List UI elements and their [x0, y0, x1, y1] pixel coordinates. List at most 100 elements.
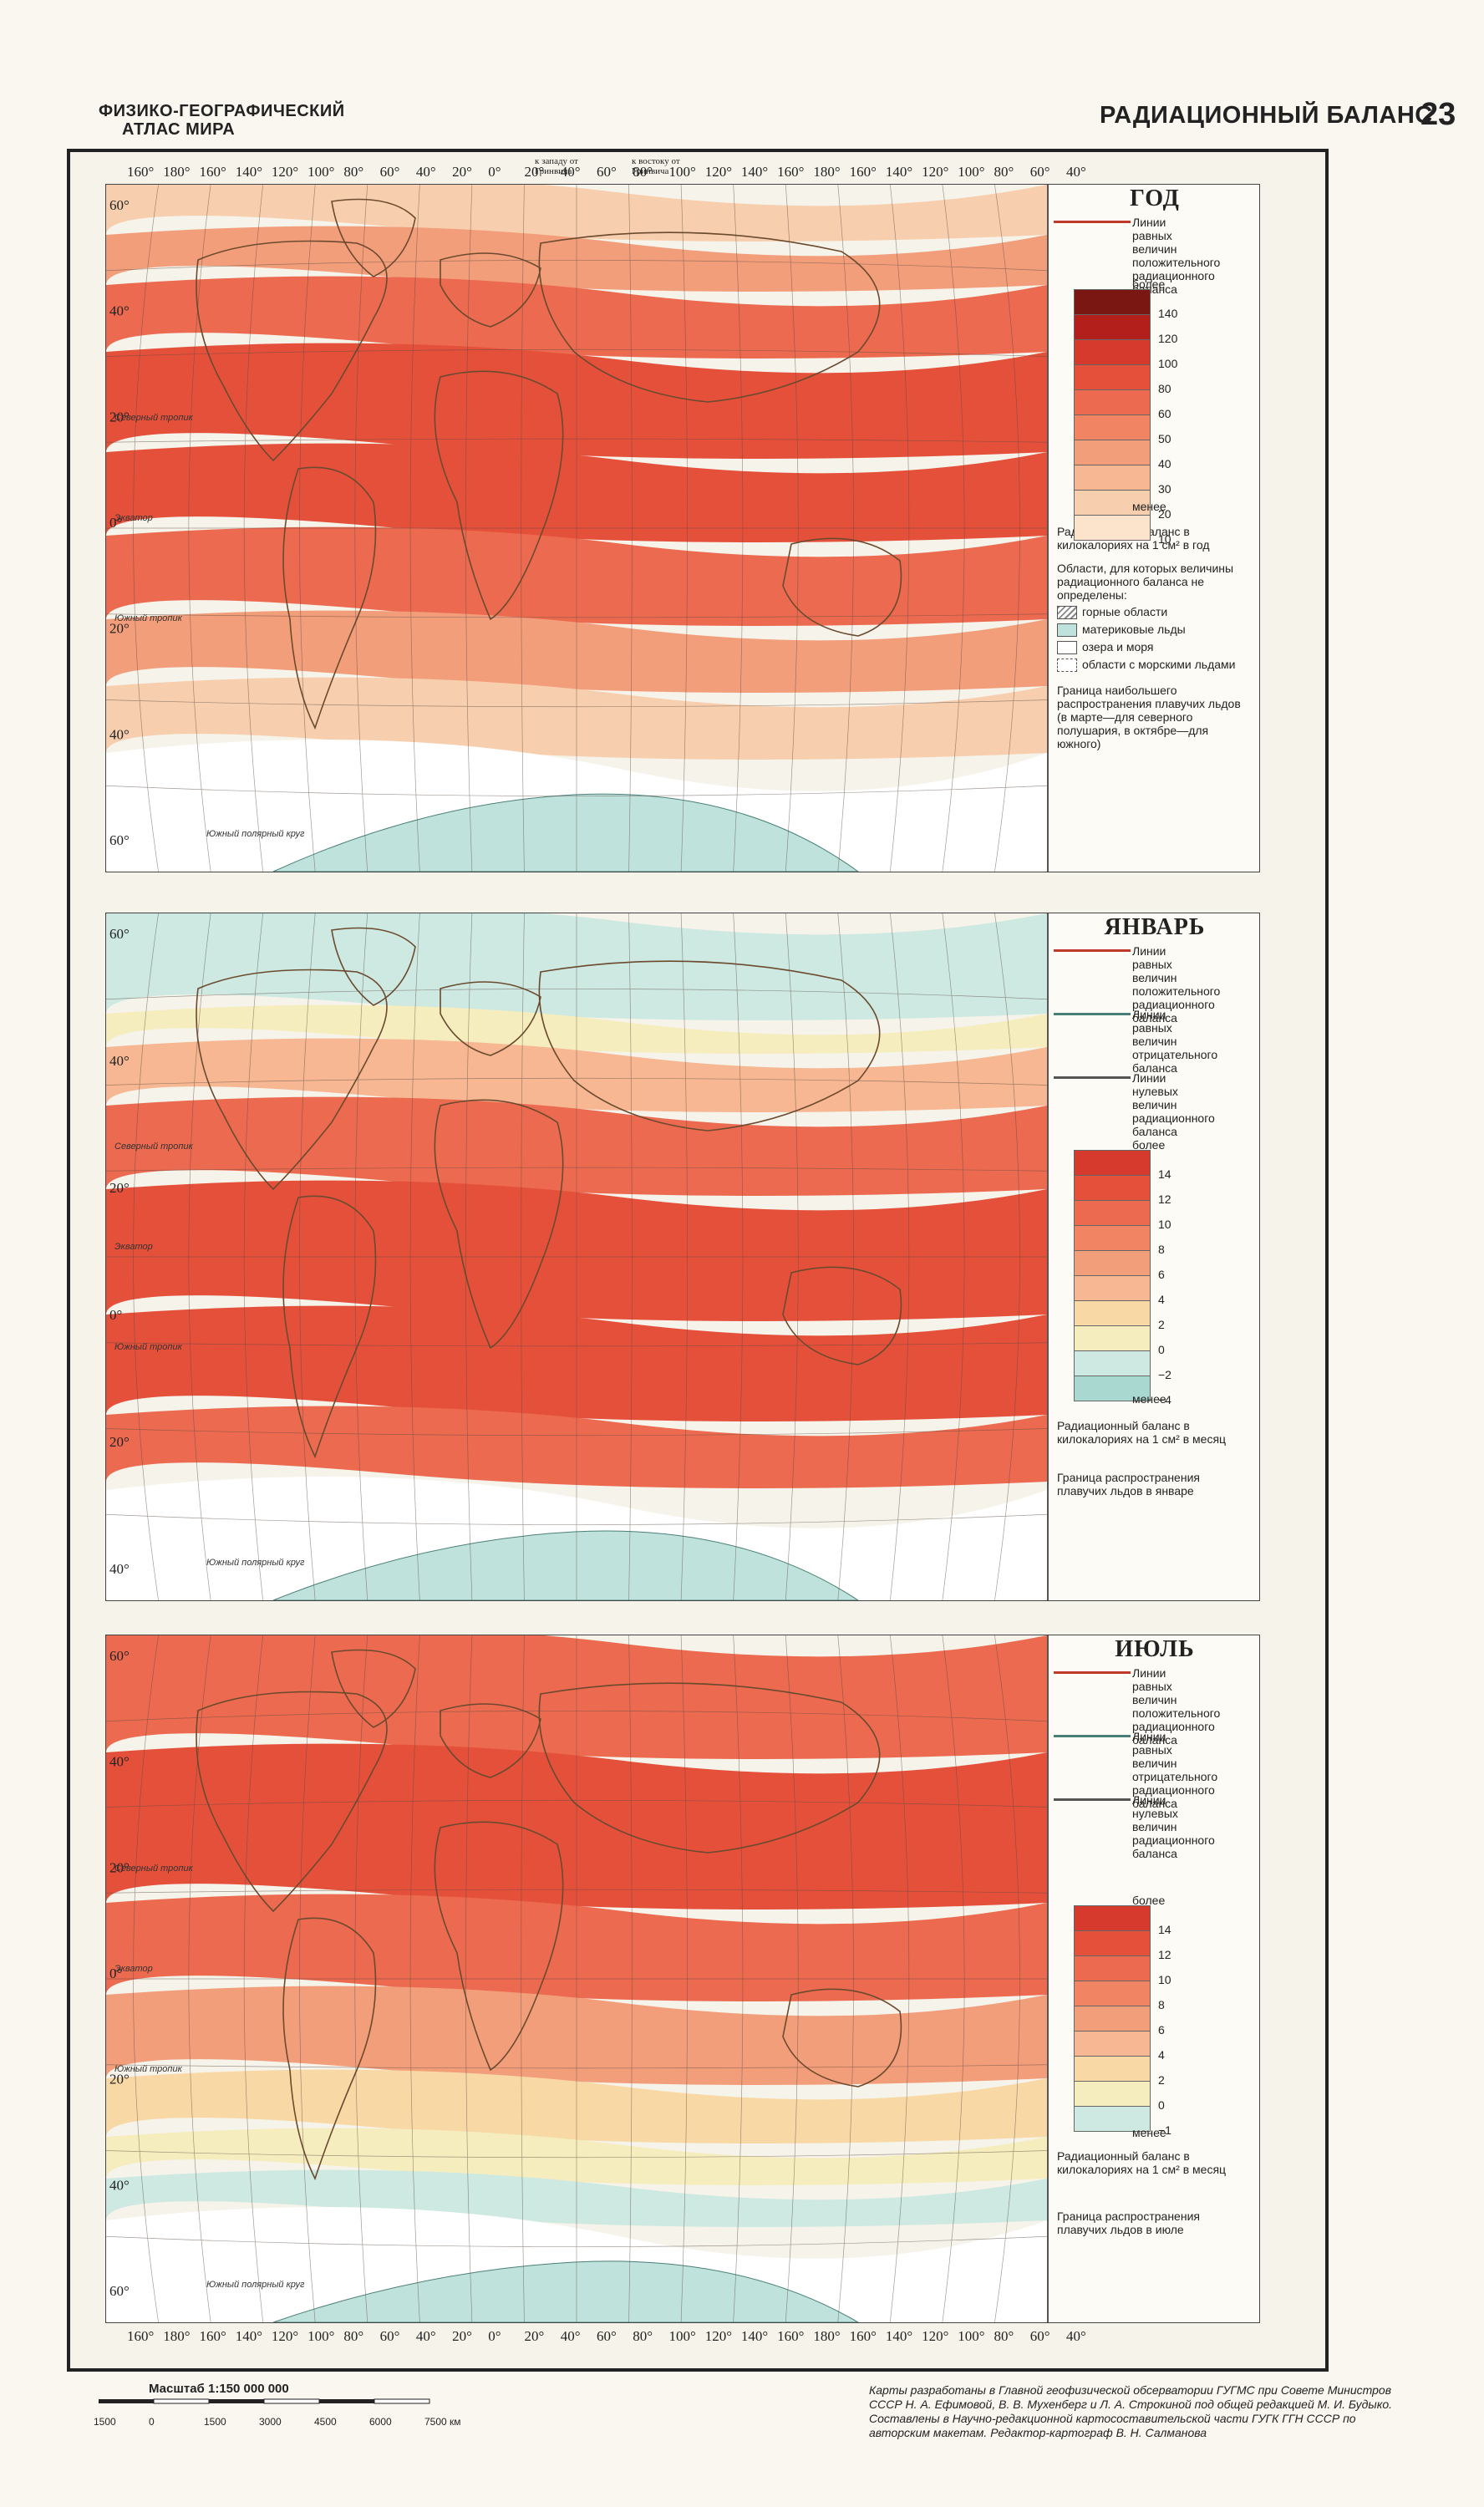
scale-value-label: 10 [1158, 1218, 1171, 1231]
south-america [282, 1195, 377, 1459]
scale-bottom-label: менее [1132, 500, 1166, 513]
scale-swatch: 140 [1074, 289, 1177, 320]
longitude-label: 180° [163, 2328, 191, 2344]
scale-swatch: 4 [1074, 2032, 1165, 2062]
longitude-label: 120° [704, 164, 732, 180]
parallel [106, 699, 1048, 708]
map-line-label: Южный тропик [114, 2064, 183, 2074]
scale-swatch: 6 [1074, 2006, 1165, 2037]
longitude-label: 160° [777, 2328, 805, 2344]
scale-bottom-label: менее [1132, 2126, 1166, 2139]
parallel [106, 2150, 1048, 2159]
latitude-label: 40° [109, 2177, 130, 2193]
scale-value-label: −1 [1158, 2123, 1171, 2137]
scale-value-label: 20 [1158, 507, 1171, 521]
scale-value-label: 2 [1158, 1318, 1165, 1331]
map-line-label: Северный тропик [114, 1142, 194, 1152]
legend-land-ice: материковые льды [1057, 623, 1253, 637]
longitude-label: 160° [849, 164, 877, 180]
antarctica [272, 793, 859, 872]
color-scale-july: более 14 12 10 8 6 4 2 0 −1 менее [1049, 1894, 1259, 2146]
longitude-label: 140° [885, 164, 913, 180]
longitude-label: 120° [271, 164, 299, 180]
longitude-label: 120° [922, 164, 949, 180]
scale-swatch: 14 [1074, 1905, 1171, 1936]
scale-tick-label: 7500 км [424, 2416, 461, 2428]
greenland [331, 927, 416, 1006]
scale-tick-label: 3000 [259, 2416, 282, 2428]
scale-swatch: 6 [1074, 1251, 1165, 1281]
greenland [331, 198, 416, 277]
map-line-label: Северный тропик [114, 413, 194, 423]
longitude-label: 20° [524, 2328, 545, 2344]
latitude-label: 60° [109, 197, 130, 213]
scale-swatch: 2 [1074, 1301, 1165, 1331]
map-line-label: Экватор [114, 1242, 153, 1252]
longitude-label: 100° [668, 2328, 696, 2344]
parallel [106, 1513, 1048, 1525]
scale-value-label: 4 [1158, 2048, 1165, 2062]
unit-note: Радиационный баланс в килокалориях на 1 … [1057, 1419, 1227, 1446]
longitude-label: 0° [488, 2328, 501, 2344]
scale-tick-label: 1500 [94, 2416, 116, 2428]
parallel [106, 2064, 1048, 2069]
scale-swatch: 80 [1074, 365, 1171, 395]
scale-value-label: 140 [1158, 307, 1178, 320]
scale-top-label: более [1132, 277, 1166, 291]
scale-top-label: более [1132, 1138, 1166, 1152]
latitude-label: 20° [109, 1859, 130, 1875]
scale-top-label: более [1132, 1894, 1166, 1907]
longitude-label: 80° [633, 2328, 653, 2344]
map-line-label: Южный тропик [114, 1342, 183, 1352]
scale-value-label: 8 [1158, 1243, 1165, 1256]
page-number: 23 [1420, 97, 1456, 132]
africa [434, 1099, 564, 1350]
longitude-label: 40° [1066, 2328, 1086, 2344]
longitude-label: 120° [922, 2328, 949, 2344]
scale-bar [99, 2398, 430, 2404]
map-january: 60° 40° 20° 0° 20° 40° Северный тропик Экватор Ю… [105, 913, 1260, 1601]
legend-sea-ice: области с морскими льдами [1057, 658, 1253, 672]
longitude-label: 100° [958, 2328, 985, 2344]
graticule [106, 1635, 1076, 2322]
parallel [106, 989, 1048, 1000]
scale-tick-label: 6000 [369, 2416, 392, 2428]
legend-line-negative-label: Линии равных величин отрицательного ради… [1132, 1730, 1218, 1810]
scale-swatch: 12 [1074, 1931, 1171, 1961]
latitude-label: 20° [109, 1180, 130, 1196]
map-scale: Масштаб 1:150 000 000 1500 0 1500 3000 4500 6… [94, 2382, 491, 2431]
map-line-label: Южный тропик [114, 613, 183, 623]
longitude-label: 20° [452, 2328, 472, 2344]
ice-boundary-note: Граница распространения плавучих льдов в… [1057, 1471, 1200, 1498]
latitude-label: 20° [109, 409, 130, 425]
scale-swatch: 50 [1074, 415, 1171, 445]
longitude-label: 60° [379, 164, 400, 180]
north-america [196, 969, 388, 1191]
credits: Карты разработаны в Главной геофизическо… [869, 2383, 1392, 2439]
atlas-title: ФИЗИКО-ГЕОГРАФИЧЕСКИЙ АТЛАС МИРА [99, 102, 345, 139]
parallel [106, 1428, 1048, 1437]
longitude-label: 180° [163, 164, 191, 180]
greenland [331, 1649, 416, 1728]
scale-value-label: 0 [1158, 1343, 1165, 1356]
positive-line-swatch [1054, 949, 1131, 952]
legend-july: ИЮЛЬ Линии равных величин положительного… [1047, 1635, 1259, 2322]
undefined-note: Области, для которых величины радиационн… [1057, 562, 1234, 602]
longitude-label: 40° [1066, 164, 1086, 180]
scale-value-label: 120 [1158, 332, 1178, 345]
parallel [106, 438, 1048, 443]
zero-line-swatch [1054, 1798, 1131, 1801]
scale-tick-label: 0 [149, 2416, 155, 2428]
europe [440, 981, 541, 1056]
legend-line-zero: Линии нулевых величин радиационного бала… [1054, 1793, 1256, 1860]
scale-value-label: 6 [1158, 1268, 1165, 1281]
scale-value-label: 10 [1158, 1973, 1171, 1986]
legend-line-zero-label: Линии нулевых величин радиационного бала… [1132, 1793, 1215, 1860]
longitude-label: 80° [994, 164, 1014, 180]
map-line-label: Южный полярный круг [206, 1558, 305, 1568]
longitude-label: 40° [560, 164, 581, 180]
latitude-label: 40° [109, 726, 130, 742]
latitude-label: 60° [109, 926, 130, 942]
scale-swatch: 4 [1074, 1276, 1165, 1306]
longitude-label: 100° [668, 164, 696, 180]
